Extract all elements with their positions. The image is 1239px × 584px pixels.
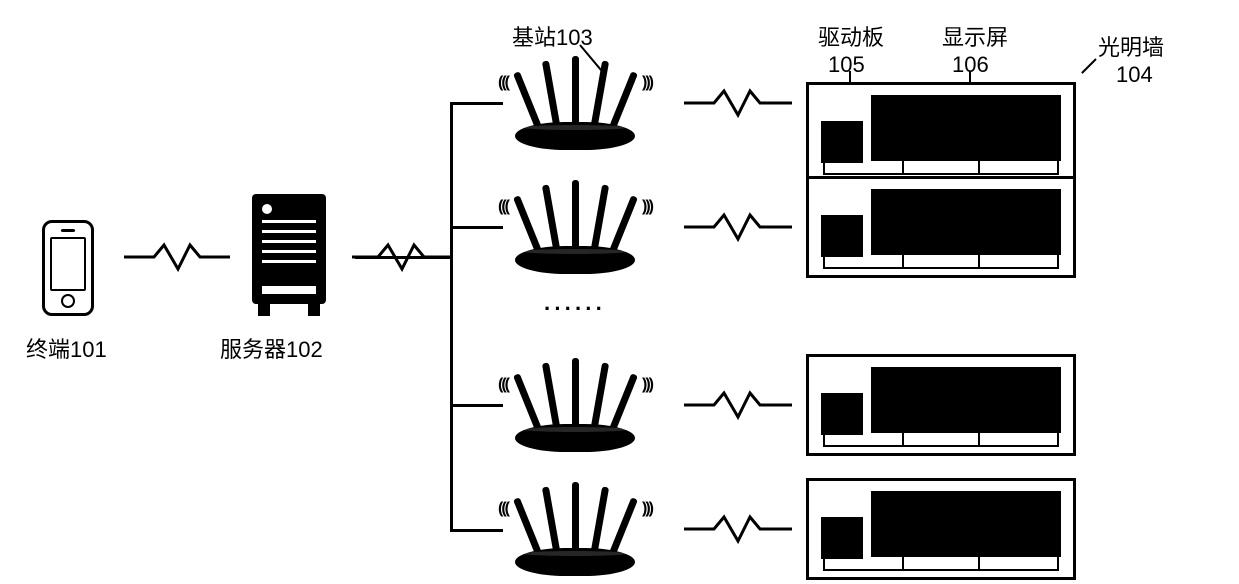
display-screen-icon <box>871 491 1061 557</box>
display-screen-icon <box>871 367 1061 433</box>
wifi-wave-right-icon: ))) <box>642 74 652 92</box>
wifi-wave-right-icon: ))) <box>642 376 652 394</box>
light-wall-unit <box>806 82 1076 184</box>
server-label: 服务器102 <box>220 332 323 364</box>
link-router-wall-icon <box>684 212 792 242</box>
driver-board-label: 驱动板 105 <box>818 20 884 78</box>
driver-board-icon <box>821 215 863 257</box>
terminal-label: 终端101 <box>26 332 107 364</box>
link-router-wall-icon <box>684 88 792 118</box>
wifi-wave-left-icon: ((( <box>498 198 508 216</box>
diagram-canvas: 终端101 服务器102 基站103 ((( ))) ((( ))) ·····… <box>20 20 1219 555</box>
driver-board-icon <box>821 393 863 435</box>
router-icon: ((( ))) <box>500 474 650 584</box>
display-label: 显示屏 106 <box>942 20 1008 78</box>
link-terminal-server-icon <box>124 242 230 272</box>
ellipsis-icon: ······ <box>544 296 606 322</box>
light-wall-unit <box>806 354 1076 456</box>
display-screen-icon <box>871 95 1061 161</box>
wifi-wave-left-icon: ((( <box>498 500 508 518</box>
link-router-wall-icon <box>684 514 792 544</box>
wifi-wave-left-icon: ((( <box>498 376 508 394</box>
display-screen-icon <box>871 189 1061 255</box>
wifi-wave-left-icon: ((( <box>498 74 508 92</box>
wifi-wave-right-icon: ))) <box>642 500 652 518</box>
router-icon: ((( ))) <box>500 48 650 158</box>
router-icon: ((( ))) <box>500 350 650 460</box>
driver-board-icon <box>821 517 863 559</box>
wifi-wave-right-icon: ))) <box>642 198 652 216</box>
link-router-wall-icon <box>684 390 792 420</box>
leader-light-wall <box>1081 58 1097 74</box>
router-icon: ((( ))) <box>500 172 650 282</box>
light-wall-label: 光明墙 104 <box>1098 30 1164 88</box>
server-icon <box>244 194 334 324</box>
terminal-phone-icon <box>42 220 94 316</box>
bus-line <box>450 102 453 532</box>
light-wall-unit <box>806 478 1076 580</box>
driver-board-icon <box>821 121 863 163</box>
light-wall-unit <box>806 176 1076 278</box>
